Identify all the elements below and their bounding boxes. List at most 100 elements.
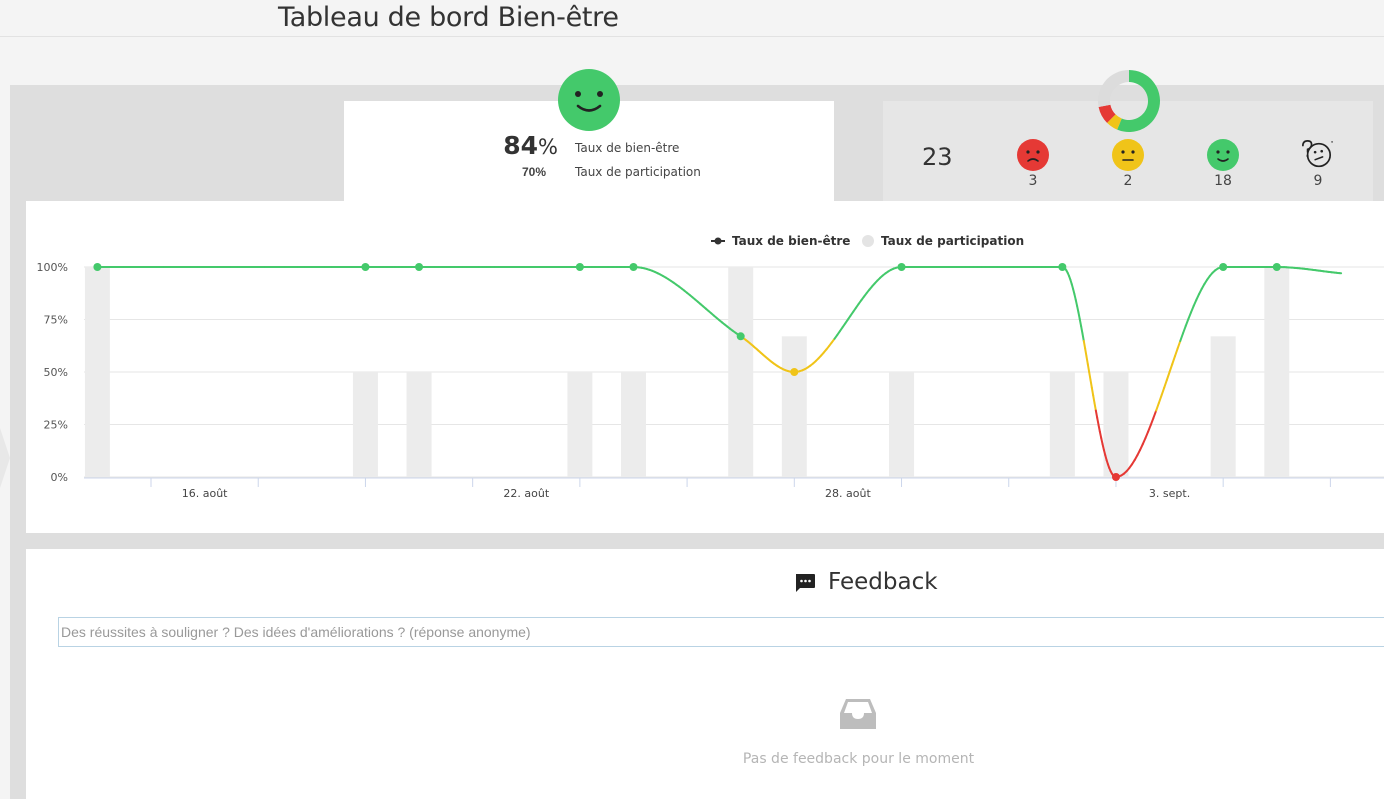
top-bar: Tableau de bord Bien-être [0, 0, 1384, 37]
wellbeing-point[interactable] [361, 263, 370, 271]
wellbeing-line-segment [1160, 386, 1166, 397]
participation-bar [781, 336, 807, 477]
wellbeing-line-segment [1086, 363, 1091, 373]
wellbeing-line-segment [1097, 423, 1101, 433]
wellbeing-point[interactable] [1058, 263, 1067, 271]
participation-bar [1210, 336, 1236, 477]
participation-bar [84, 267, 110, 477]
trend-chart: 0% 25% 50% 75% 100% 16. août 22. août 28. août 3… [37, 234, 1384, 500]
wellbeing-line-segment [1092, 394, 1096, 405]
participation-bar [1049, 372, 1075, 477]
donut-segment-sad [1098, 104, 1116, 123]
wellbeing-line-segment [1173, 347, 1179, 358]
neutral-face-icon [1112, 139, 1144, 171]
participation-bar [620, 372, 646, 477]
wellbeing-line-segment [1192, 298, 1198, 307]
wellbeing-line-segment [1080, 325, 1084, 335]
wellbeing-line-segment [1139, 443, 1144, 451]
wellbeing-point[interactable] [1219, 263, 1228, 271]
wellbeing-line-segment [1096, 416, 1100, 426]
y-tick-label: 100% [37, 261, 68, 274]
wellbeing-point[interactable] [790, 368, 799, 376]
x-tick-label: 28. août [825, 487, 871, 500]
donut-segment-happy [1117, 70, 1160, 132]
welfare-rate-value: 84% [503, 131, 558, 160]
wellbeing-line-segment [1147, 423, 1152, 433]
wellbeing-line-segment [1184, 318, 1190, 328]
mood-donut-chart [1098, 70, 1160, 132]
x-tick-label: 3. sept. [1149, 487, 1190, 500]
y-tick-label: 0% [51, 471, 68, 484]
trend-chart-card: 0% 25% 50% 75% 100% 16. août 22. août 28. août 3… [26, 201, 1384, 533]
welfare-rate-label: Taux de bien-être [575, 141, 680, 155]
wellbeing-line-segment [1187, 311, 1193, 321]
wellbeing-line-segment [1100, 437, 1104, 446]
wellbeing-line-segment [1179, 332, 1184, 342]
neutral-count: 2 [1123, 173, 1133, 189]
donut-segment-unknown [1098, 70, 1129, 108]
side-collapse-tab[interactable] [0, 428, 10, 488]
feedback-input[interactable] [58, 617, 1384, 647]
wellbeing-line-segment [1088, 371, 1092, 381]
wellbeing-line-segment [1081, 332, 1085, 342]
wellbeing-line-segment [1176, 339, 1182, 350]
sad-face-icon [1017, 139, 1049, 171]
sad-count: 3 [1028, 173, 1038, 189]
wellbeing-point[interactable] [736, 332, 745, 341]
wellbeing-line-segment [1090, 386, 1095, 397]
wellbeing-line-segment [1078, 318, 1083, 328]
wellbeing-line-segment [1155, 402, 1160, 412]
participation-bar [889, 372, 915, 477]
x-tick-label: 22. août [503, 487, 549, 500]
wellbeing-line-segment [1165, 371, 1171, 381]
participation-bar [728, 267, 754, 477]
wellbeing-point[interactable] [575, 263, 584, 271]
wellbeing-line-segment [1074, 298, 1079, 307]
participation-bar [1264, 267, 1290, 477]
participation-bar [352, 372, 378, 477]
wellbeing-line-segment [1077, 311, 1081, 321]
x-tick-label: 16. août [182, 487, 228, 500]
participation-rate-label: Taux de participation [575, 165, 701, 179]
wellbeing-line-segment [1144, 430, 1150, 440]
feedback-card: Feedback Pas de feedback pour le moment [26, 549, 1384, 799]
legend-wellbeing[interactable]: Taux de bien-être [732, 234, 850, 248]
wellbeing-line-segment [1171, 355, 1176, 366]
wellbeing-point[interactable] [415, 263, 424, 271]
legend-participation-symbol [862, 235, 874, 247]
unknown-count: 9 [1313, 173, 1323, 189]
wellbeing-point[interactable] [897, 263, 906, 271]
y-tick-label: 25% [44, 419, 68, 432]
wellbeing-line-segment [1157, 394, 1163, 405]
y-tick-label: 75% [44, 314, 68, 327]
happy-face-icon [558, 69, 620, 131]
wellbeing-line-segment [1084, 347, 1088, 358]
wellbeing-line-segment [1141, 437, 1147, 446]
wellbeing-line-segment [1190, 304, 1195, 314]
legend-wellbeing-marker [714, 237, 722, 245]
wellbeing-point[interactable] [629, 263, 638, 271]
participation-rate-value: 70% [521, 165, 546, 179]
inbox-icon [840, 699, 876, 729]
page-title: Tableau de bord Bien-être [278, 2, 619, 33]
wellbeing-point[interactable] [93, 263, 102, 271]
legend-participation[interactable]: Taux de participation [881, 234, 1024, 248]
wellbeing-line-segment [1085, 355, 1089, 366]
wellbeing-point[interactable] [1272, 263, 1281, 271]
wellbeing-line-segment [1195, 293, 1201, 301]
wellbeing-line-segment [1076, 304, 1080, 314]
wellbeing-line-segment [1152, 409, 1158, 419]
feedback-title: Feedback [828, 569, 938, 595]
wellbeing-line-segment [1089, 378, 1093, 389]
wellbeing-line-segment [1093, 402, 1097, 412]
wellbeing-line-segment [1163, 378, 1168, 389]
wellbeing-point[interactable] [1111, 473, 1120, 481]
wellbeing-line-segment [1149, 416, 1155, 426]
empty-feedback-message: Pas de feedback pour le moment [742, 751, 975, 767]
participation-bar [567, 372, 593, 477]
wellbeing-line-segment [1098, 430, 1103, 440]
total-responses: 23 [922, 143, 953, 171]
wellbeing-line-segment [1082, 339, 1087, 350]
wellbeing-line-segment [1094, 409, 1099, 419]
wellbeing-line-segment [1168, 363, 1174, 373]
